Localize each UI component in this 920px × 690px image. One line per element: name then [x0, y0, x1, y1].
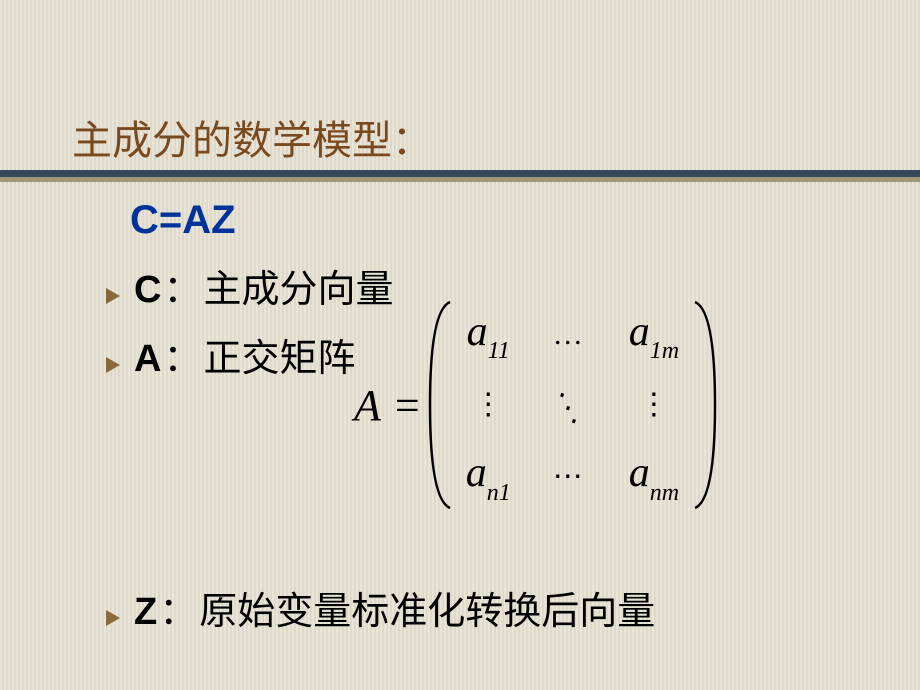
- right-paren-icon: [693, 300, 719, 510]
- cell-base: a: [466, 450, 487, 496]
- matrix-body: a11 … a1m ⋮ ⋱ ⋮ an1 ⋯ anm: [452, 298, 693, 513]
- title-text: 主成分的数学模型：: [72, 118, 432, 163]
- matrix-dots-h: …: [553, 318, 587, 352]
- bullet-item-z: Z ： 原始变量标准化转换后向量: [106, 580, 655, 635]
- bullet-sep: ：: [159, 580, 197, 635]
- matrix-dots-d: ⋱: [553, 381, 587, 429]
- triangle-icon: [106, 610, 120, 626]
- dots-d-inner: ⋱: [548, 387, 591, 431]
- equation-text: C=AZ: [130, 198, 236, 242]
- underline-light: [0, 177, 920, 182]
- cell-sub: 1: [650, 338, 662, 364]
- cell-sub: 1: [499, 480, 511, 506]
- triangle-icon: [106, 357, 120, 373]
- bullet-label: A: [134, 338, 161, 381]
- slide-title: 主成分的数学模型：: [72, 108, 432, 166]
- equation: C=AZ: [130, 198, 236, 243]
- bullet-text: 正交矩阵: [203, 327, 355, 382]
- cell-sub: n: [487, 480, 499, 506]
- cell-sub: m: [662, 338, 679, 364]
- bullet-sep: ：: [163, 327, 201, 382]
- bullet-text: 原始变量标准化转换后向量: [199, 580, 655, 635]
- cell-base: a: [629, 450, 650, 496]
- bullet-label: Z: [134, 591, 157, 634]
- matrix-cell: a1m: [629, 308, 679, 361]
- cell-sub: nm: [650, 480, 679, 506]
- cell-base: a: [629, 309, 650, 355]
- matrix-dots-v: ⋮: [629, 399, 679, 411]
- bullet-label: C: [134, 269, 161, 312]
- slide: 主成分的数学模型： C=AZ C ： 主成分向量 A ： 正交矩阵 Z ： 原始…: [0, 0, 920, 690]
- cell-sub: 11: [488, 338, 510, 364]
- matrix-cell: a11: [466, 308, 511, 361]
- bullet-sep: ：: [163, 258, 201, 313]
- matrix-cell: an1: [466, 449, 511, 502]
- cell-base: a: [467, 309, 488, 355]
- matrix-cell: anm: [629, 449, 679, 502]
- matrix-lhs: A: [354, 380, 381, 431]
- left-paren-icon: [426, 300, 452, 510]
- matrix-equation: A = a11 … a1m ⋮ ⋱ ⋮ an1 ⋯ anm: [354, 298, 719, 513]
- underline-dark: [0, 170, 920, 177]
- triangle-icon: [106, 288, 120, 304]
- matrix-dots-h: ⋯: [553, 459, 587, 494]
- matrix-eq: =: [395, 380, 420, 431]
- matrix-dots-v: ⋮: [466, 399, 511, 411]
